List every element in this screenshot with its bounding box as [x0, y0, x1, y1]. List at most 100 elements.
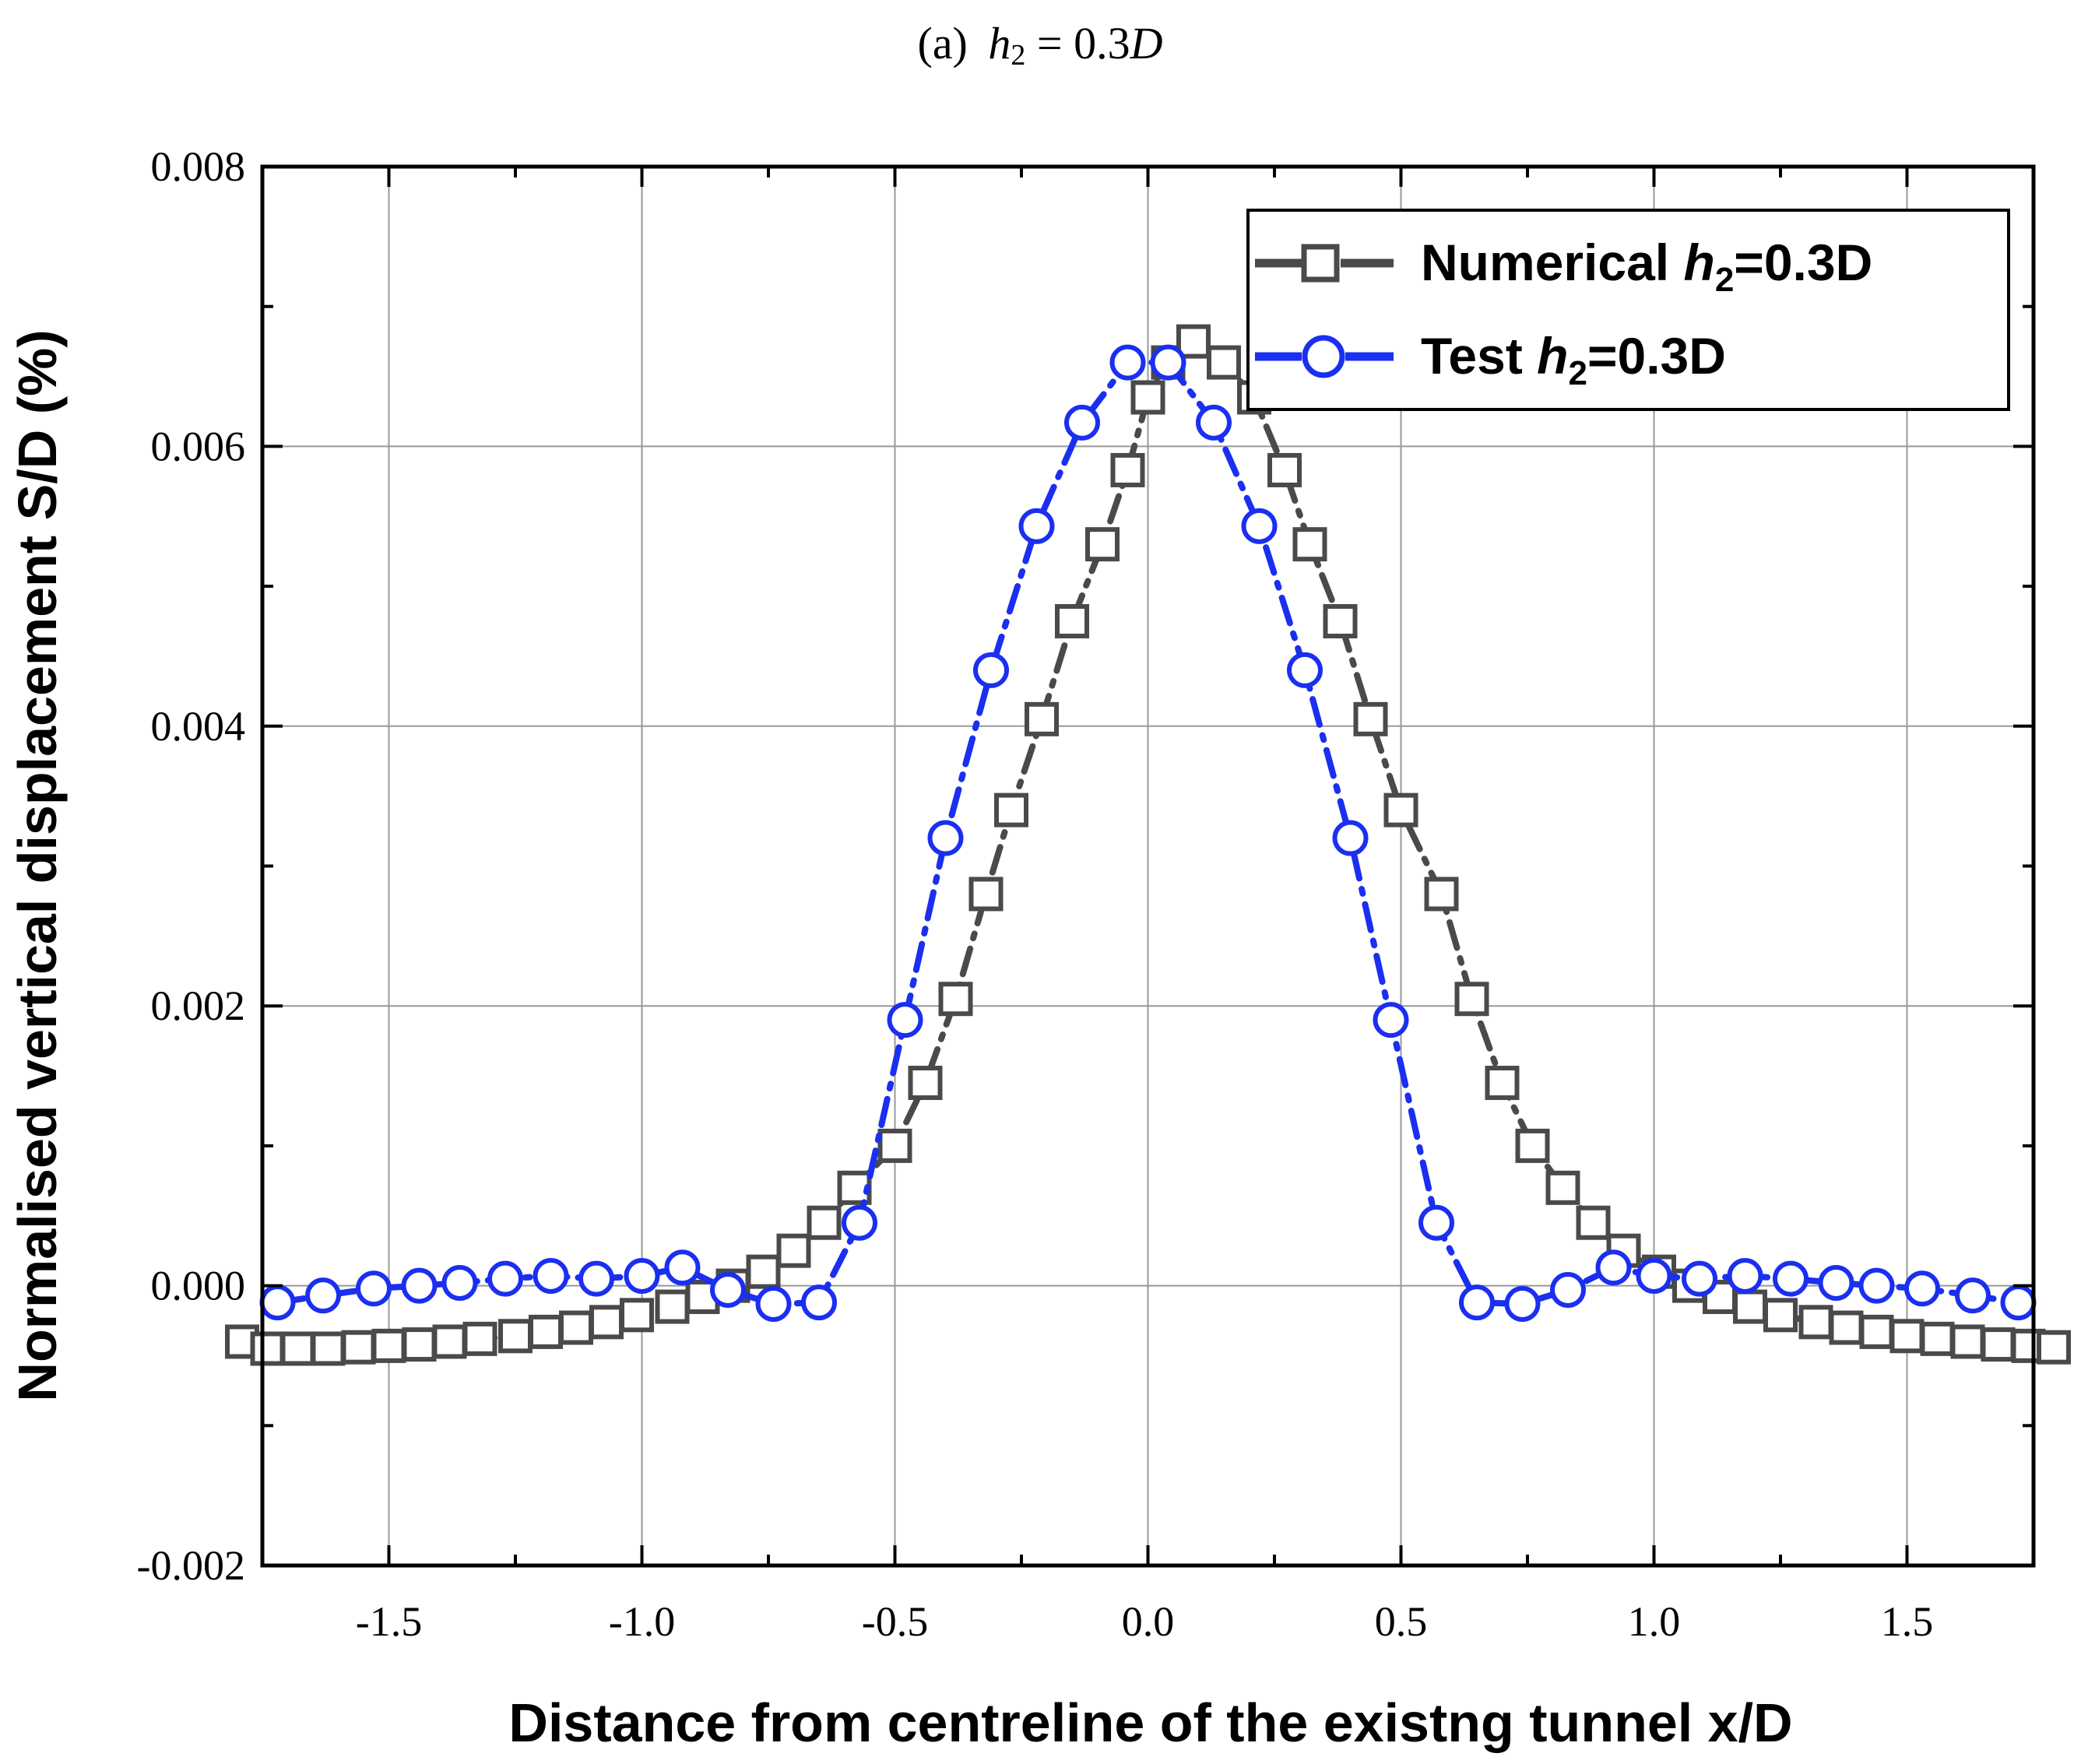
data-point-numerical	[1323, 604, 1358, 639]
series-test	[259, 344, 2037, 1322]
data-point-numerical	[807, 1205, 842, 1240]
data-point-numerical	[1424, 877, 1459, 912]
data-point-numerical	[529, 1314, 563, 1349]
data-point-test	[801, 1284, 837, 1321]
data-point-test	[1373, 1002, 1409, 1038]
x-tick-label: 0.0	[1122, 1598, 1175, 1645]
x-axis-label: Distance from centreline of the existng …	[508, 1692, 1792, 1753]
data-point-numerical	[938, 982, 973, 1017]
data-point-numerical	[1798, 1305, 1833, 1340]
legend-marker-numerical	[1301, 244, 1340, 283]
data-point-test	[401, 1267, 438, 1304]
data-point-numerical	[1859, 1314, 1894, 1349]
legend-label-numerical-suffix: =0.3D	[1734, 234, 1872, 291]
data-point-numerical	[746, 1254, 781, 1289]
chart-title: (a) h2 = 0.3D	[918, 18, 1163, 72]
data-point-numerical	[462, 1321, 497, 1356]
data-point-numerical	[250, 1331, 285, 1366]
x-tick-label: 1.5	[1881, 1598, 1934, 1645]
data-point-numerical	[655, 1289, 690, 1324]
data-point-numerical	[559, 1310, 593, 1345]
data-point-test	[1595, 1249, 1632, 1286]
data-point-test	[1150, 344, 1186, 381]
series-layer	[225, 324, 2071, 1366]
data-point-numerical	[1485, 1066, 1520, 1101]
x-tick-label: 0.5	[1375, 1598, 1428, 1645]
data-point-numerical	[1576, 1205, 1611, 1240]
data-point-numerical	[341, 1330, 376, 1365]
y-tick-label: 0.004	[151, 703, 246, 750]
data-point-test	[1773, 1260, 1809, 1297]
data-point-test	[624, 1258, 660, 1295]
data-point-test	[1109, 344, 1146, 381]
data-point-numerical	[402, 1327, 437, 1362]
data-point-numerical	[1920, 1321, 1955, 1356]
y-tick-label: 0.000	[151, 1263, 246, 1309]
data-point-test	[887, 1002, 923, 1038]
chart-title-unit: D	[1130, 18, 1163, 69]
data-point-numerical	[1292, 527, 1327, 562]
data-point-test	[1682, 1260, 1717, 1297]
data-point-test	[973, 652, 1009, 688]
data-point-test	[441, 1265, 478, 1302]
data-point-numerical	[1130, 380, 1165, 415]
data-point-numerical	[498, 1319, 533, 1354]
data-point-numerical	[432, 1324, 467, 1359]
legend-label-test-var: h	[1537, 327, 1568, 385]
data-point-numerical	[877, 1128, 912, 1163]
legend-label-numerical-var: h	[1683, 234, 1714, 291]
data-point-test	[1418, 1204, 1454, 1241]
chart-title-var: h	[988, 18, 1011, 69]
data-point-numerical	[1207, 345, 1241, 380]
data-point-numerical	[1950, 1324, 1985, 1359]
y-tick-label: -0.002	[137, 1542, 245, 1589]
data-point-test	[1332, 820, 1369, 856]
legend-label-test-sub: 2	[1568, 354, 1587, 392]
y-axis-label: Normalised vertical displacement S/D (%)	[7, 329, 68, 1401]
data-point-numerical	[1267, 452, 1302, 487]
data-point-numerical	[1889, 1319, 1925, 1354]
data-point-numerical	[280, 1331, 315, 1366]
legend-label-numerical-sub: 2	[1715, 261, 1734, 299]
data-point-numerical	[908, 1066, 943, 1101]
data-point-numerical	[1829, 1310, 1864, 1345]
legend-item-test: Test h2=0.3D	[1255, 327, 1726, 392]
chart-title-sub: 2	[1011, 39, 1025, 72]
data-point-numerical	[620, 1298, 654, 1333]
data-point-test	[1818, 1265, 1854, 1302]
x-tick-label: 1.0	[1628, 1598, 1681, 1645]
legend-label-numerical: Numerical h2=0.3D	[1421, 234, 1872, 299]
legend-box	[1246, 209, 2010, 411]
data-point-numerical	[968, 877, 1004, 912]
data-point-test	[533, 1258, 569, 1295]
data-point-numerical	[776, 1233, 811, 1268]
data-point-test	[1018, 508, 1055, 544]
tick-layer: -1.5 -1.0 -0.5 0.0 0.5 1.0 1.5 -0.002 0.000 0.002…	[137, 143, 2035, 1645]
data-point-test	[927, 820, 964, 856]
series-line-test	[274, 359, 2022, 1308]
data-point-test	[755, 1285, 792, 1322]
data-point-numerical	[1025, 701, 1059, 736]
data-point-numerical	[1733, 1289, 1767, 1324]
data-point-test	[842, 1204, 877, 1241]
data-point-test	[1241, 508, 1278, 544]
data-point-numerical	[371, 1328, 406, 1363]
legend: Numerical h2=0.3D Test h2=0.3D	[1246, 209, 2010, 411]
data-point-numerical	[1454, 982, 1489, 1017]
data-point-numerical	[2037, 1330, 2071, 1365]
data-point-numerical	[1763, 1298, 1798, 1333]
y-tick-label: 0.006	[151, 423, 246, 469]
data-point-numerical	[1981, 1327, 2016, 1362]
chart-title-prefix: (a)	[918, 18, 968, 69]
x-tick-label: -1.5	[356, 1598, 422, 1645]
y-tick-label: 0.002	[151, 982, 246, 1029]
data-point-numerical	[1055, 604, 1089, 639]
data-point-test	[1904, 1270, 1940, 1307]
data-point-test	[1196, 404, 1232, 441]
data-point-numerical	[1353, 701, 1388, 736]
data-point-test	[1287, 652, 1323, 688]
data-point-numerical	[1176, 324, 1211, 359]
data-point-numerical	[1110, 452, 1145, 487]
data-point-test	[1550, 1271, 1586, 1308]
